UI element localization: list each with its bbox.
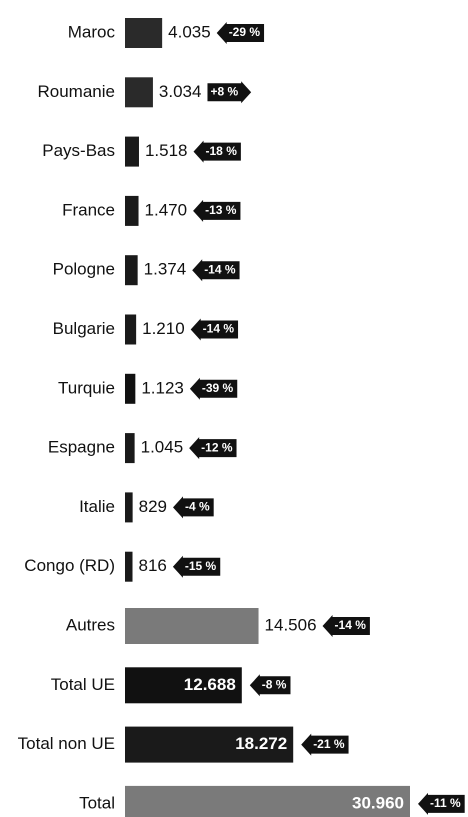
value-label: 1.045 [141,438,184,457]
value-label: 12.688 [184,675,236,694]
change-arrow: -4 % [173,496,214,519]
change-label: -14 % [203,322,235,336]
change-arrow-shape [189,437,237,460]
change-arrow: -8 % [249,674,291,697]
change-arrow-shape [172,555,221,578]
value-label: 4.035 [168,22,211,41]
bar [125,255,138,286]
category-label: Total UE [51,675,115,694]
category-label: Bulgarie [53,319,115,338]
value-label: 816 [139,556,167,575]
category-label: France [62,200,115,219]
change-arrow: -39 % [189,377,238,400]
change-label: -21 % [313,737,345,751]
change-arrow-shape [193,140,241,163]
change-arrow: -29 % [216,22,265,44]
bar [125,195,139,226]
change-arrow: -14 % [192,259,240,282]
bar [125,433,135,464]
change-arrow: -13 % [193,199,241,222]
category-label: Pays-Bas [42,141,115,160]
change-arrow-shape [322,615,370,637]
bar [125,373,136,404]
change-arrow: +8 % [207,81,252,104]
category-label: Espagne [48,438,115,457]
value-label: 1.210 [142,319,185,338]
change-arrow-shape [189,377,238,400]
value-label: 1.518 [145,141,188,160]
change-label: -14 % [335,618,367,632]
change-arrow-shape [173,496,214,519]
category-label: Autres [66,615,115,634]
bar [125,608,259,644]
value-label: 1.123 [141,378,184,397]
change-label: -12 % [201,440,233,454]
change-label: -29 % [229,25,261,39]
bar [125,136,139,167]
bar [125,314,137,345]
change-arrow-shape [216,22,265,44]
value-label: 1.374 [144,260,187,279]
category-label: Roumanie [38,82,116,101]
category-label: Total non UE [18,734,115,753]
change-arrow: -21 % [301,733,349,756]
change-arrow: -14 % [190,318,239,341]
value-label: 3.034 [159,82,202,101]
bar [125,492,133,523]
change-label: -18 % [206,144,238,158]
change-arrow-shape [192,259,240,282]
change-arrow-shape [249,674,291,697]
bar [125,18,163,48]
change-arrow-shape [207,81,252,104]
change-arrow-shape [418,792,465,815]
value-label: 30.960 [352,793,404,812]
category-label: Pologne [53,260,115,279]
change-label: -39 % [202,381,234,395]
value-label: 14.506 [265,615,317,634]
change-arrow-shape [301,733,349,756]
category-label: Total [79,793,115,812]
category-label: Maroc [68,22,116,41]
change-arrow: -12 % [189,437,237,460]
change-label: -8 % [262,677,287,691]
bar [125,785,410,817]
change-label: -11 % [430,796,461,810]
bar [125,667,242,704]
category-label: Congo (RD) [24,556,115,575]
category-label: Italie [79,497,115,516]
change-arrow: -14 % [322,615,370,637]
bar [125,551,133,582]
change-arrow: -15 % [172,555,221,578]
change-arrow-shape [190,318,239,341]
bar [125,77,153,108]
value-label: 18.272 [235,734,287,753]
bar [125,726,294,763]
value-label: 829 [139,497,167,516]
change-label: -13 % [205,203,237,217]
category-label: Turquie [58,378,115,397]
change-label: +8 % [210,84,238,98]
value-label: 1.470 [145,200,188,219]
change-arrow-shape [193,199,241,222]
change-label: -15 % [185,559,217,573]
change-label: -14 % [204,262,236,276]
change-label: -4 % [185,500,210,514]
change-arrow: -11 % [418,792,465,815]
change-arrow: -18 % [193,140,241,163]
